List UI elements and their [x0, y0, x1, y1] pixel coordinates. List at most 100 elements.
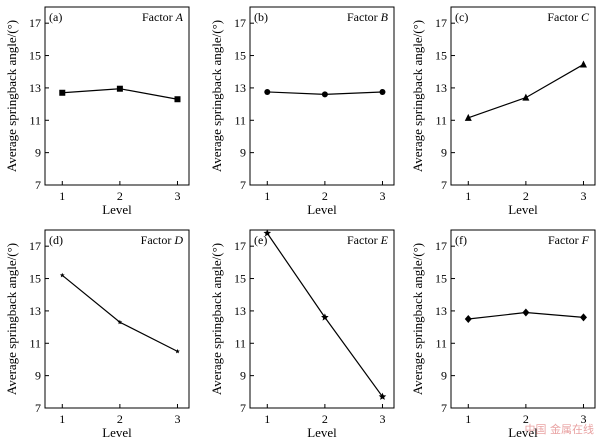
panel-tag: (c) — [455, 10, 468, 24]
y-tick-label: 17 — [435, 16, 447, 30]
data-point — [321, 313, 329, 321]
data-point — [522, 308, 530, 317]
x-axis-title: Level — [307, 202, 337, 217]
panel-tag: (b) — [254, 10, 268, 24]
data-point — [579, 60, 587, 68]
data-point — [116, 85, 123, 92]
plot-frame — [249, 229, 395, 409]
panel-tag: (f) — [455, 233, 467, 247]
x-tick-label: 1 — [59, 412, 65, 426]
y-tick-label: 15 — [29, 272, 41, 286]
y-tick-label: 13 — [29, 81, 41, 95]
y-tick-label: 7 — [441, 178, 447, 192]
panel-c: 7 9 11 13 15 17 1 2 3 Level Average springback ang… — [410, 6, 596, 217]
x-axis-title: Level — [102, 202, 132, 217]
y-tick-label: 17 — [234, 16, 246, 30]
y-tick-label: 15 — [435, 49, 447, 63]
y-axis-title: Average springback angle/(°) — [410, 243, 425, 395]
plot-frame — [44, 6, 190, 186]
x-tick-label: 2 — [523, 189, 529, 203]
plot-frame — [450, 229, 596, 409]
y-tick-label: 13 — [435, 304, 447, 318]
data-point — [579, 313, 587, 322]
x-tick-label: 3 — [174, 412, 180, 426]
y-tick-label: 9 — [35, 146, 41, 160]
panel-a: 7 9 11 13 15 17 1 2 3 Level Average springback ang… — [4, 6, 190, 217]
factor-label: Factor D — [141, 233, 184, 247]
y-tick-label: 11 — [234, 113, 246, 127]
data-point — [464, 315, 472, 323]
factor-label: Factor B — [347, 10, 389, 24]
x-tick-label: 1 — [264, 189, 270, 203]
data-point — [117, 319, 123, 325]
x-tick-label: 2 — [117, 412, 123, 426]
data-point — [59, 89, 66, 96]
panel-b: 7 9 11 13 15 17 1 2 3 Level Average springback ang… — [209, 6, 395, 217]
y-tick-label: 13 — [435, 81, 447, 95]
y-tick-label: 11 — [29, 113, 41, 127]
x-tick-label: 2 — [322, 189, 328, 203]
y-axis-title: Average springback angle/(°) — [4, 20, 19, 172]
y-tick-label: 11 — [435, 336, 447, 350]
series-line — [468, 63, 584, 119]
data-point — [378, 392, 387, 400]
y-tick-label: 9 — [441, 369, 447, 383]
x-tick-label: 2 — [117, 189, 123, 203]
x-tick-label: 1 — [465, 412, 471, 426]
plot-frame — [450, 6, 596, 186]
y-tick-label: 9 — [35, 369, 41, 383]
y-tick-label: 13 — [234, 81, 246, 95]
factor-label: Factor C — [547, 10, 590, 24]
y-tick-label: 15 — [435, 272, 447, 286]
y-tick-label: 17 — [29, 239, 41, 253]
y-tick-label: 17 — [234, 239, 246, 253]
data-point — [321, 91, 328, 98]
panel-tag: (e) — [254, 233, 267, 247]
panel-tag: (d) — [49, 233, 63, 247]
x-axis-title: Level — [508, 425, 538, 439]
y-tick-label: 15 — [29, 49, 41, 63]
y-tick-label: 9 — [240, 146, 246, 160]
factor-label: Factor F — [548, 233, 590, 247]
factor-label: Factor E — [347, 233, 389, 247]
x-axis-title: Level — [102, 425, 132, 439]
y-tick-label: 17 — [29, 16, 41, 30]
panel-tag: (a) — [49, 10, 62, 24]
y-tick-label: 7 — [35, 401, 41, 415]
data-point — [522, 93, 530, 101]
factor-label: Factor A — [142, 10, 184, 24]
y-tick-label: 7 — [441, 401, 447, 415]
data-point — [59, 272, 65, 278]
plot-frame — [249, 6, 395, 186]
y-tick-label: 7 — [240, 178, 246, 192]
panel-e: 7 9 11 13 15 17 1 2 3 Level Average springback ang… — [209, 229, 395, 439]
x-tick-label: 1 — [59, 189, 65, 203]
x-tick-label: 3 — [580, 189, 586, 203]
y-axis-title: Average springback angle/(°) — [4, 243, 19, 395]
y-tick-label: 7 — [240, 401, 246, 415]
y-tick-label: 11 — [29, 336, 41, 350]
x-tick-label: 2 — [523, 412, 529, 426]
y-axis-title: Average springback angle/(°) — [410, 20, 425, 172]
series-line — [61, 274, 178, 352]
y-tick-label: 15 — [234, 272, 246, 286]
x-tick-label: 1 — [465, 189, 471, 203]
x-tick-label: 3 — [174, 189, 180, 203]
x-tick-label: 1 — [264, 412, 270, 426]
y-tick-label: 9 — [240, 369, 246, 383]
data-point — [263, 229, 272, 237]
y-tick-label: 13 — [29, 304, 41, 318]
y-tick-label: 9 — [441, 146, 447, 160]
data-point — [379, 88, 386, 95]
y-tick-label: 17 — [435, 239, 447, 253]
x-axis-title: Level — [508, 202, 538, 217]
x-tick-label: 3 — [379, 189, 385, 203]
data-point — [464, 113, 472, 121]
data-point — [264, 88, 271, 95]
panel-f: 7 9 11 13 15 17 1 2 3 Level Average springback ang… — [410, 229, 596, 439]
y-tick-label: 13 — [234, 304, 246, 318]
plot-frame — [44, 229, 190, 409]
data-point — [175, 348, 180, 354]
x-axis-title: Level — [307, 425, 337, 439]
